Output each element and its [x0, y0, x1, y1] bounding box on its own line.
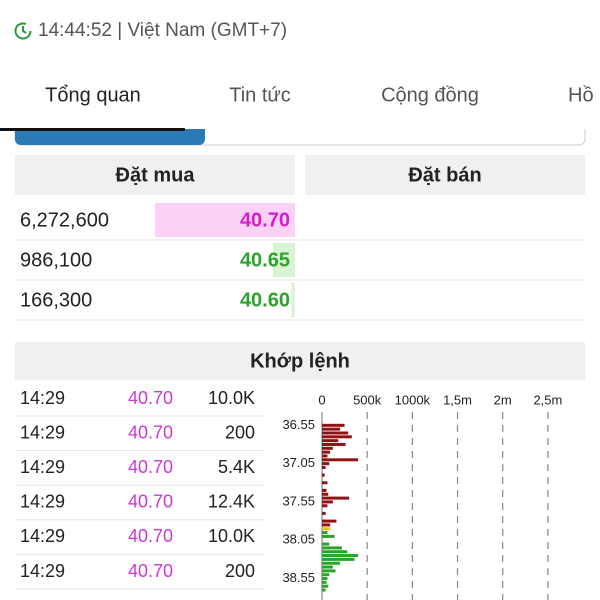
volume-profile-bar — [322, 527, 331, 531]
volume-profile-bar — [322, 427, 341, 431]
x-tick-label: 500k — [353, 392, 382, 407]
buy-header-bg — [15, 155, 295, 195]
volume-profile-bar — [322, 446, 333, 450]
trade-volume: 10.0K — [208, 526, 255, 546]
trade-price: 40.70 — [128, 492, 173, 512]
trades-header-bg — [15, 342, 585, 380]
trade-time: 14:29 — [20, 526, 65, 546]
trade-time: 14:29 — [20, 457, 65, 477]
sell-header-bg — [305, 155, 585, 195]
tab[interactable]: Tin tức — [229, 84, 291, 106]
volume: 986,100 — [20, 249, 92, 271]
trade-price: 40.70 — [128, 388, 173, 408]
tab[interactable]: Cộng đồng — [381, 84, 479, 106]
volume-profile-bar — [322, 561, 341, 565]
y-tick-label: 37.05 — [282, 455, 315, 470]
volume-profile-bar — [322, 488, 327, 492]
volume-profile-bar — [322, 557, 355, 561]
volume-profile-bar — [322, 450, 331, 454]
volume-bar — [291, 283, 295, 317]
volume-profile-bar — [322, 565, 333, 569]
trade-volume: 200 — [225, 422, 255, 442]
buy-header: Đặt mua — [116, 164, 196, 186]
volume-profile-bar — [322, 465, 326, 469]
volume-profile-bar — [322, 462, 330, 466]
trade-volume: 5.4K — [218, 457, 255, 477]
volume-profile-bar — [322, 473, 325, 477]
volume-profile-bar — [322, 519, 337, 523]
y-tick-label: 38.05 — [282, 532, 315, 547]
price: 40.60 — [240, 289, 290, 311]
volume-profile-bar — [322, 504, 328, 508]
volume-bar — [155, 203, 295, 237]
price: 40.65 — [240, 249, 290, 271]
trade-price: 40.70 — [128, 457, 173, 477]
volume-profile-bar — [322, 588, 326, 592]
trade-price: 40.70 — [128, 526, 173, 546]
y-tick-label: 37.55 — [282, 493, 315, 508]
trade-volume: 10.0K — [208, 388, 255, 408]
volume: 6,272,600 — [20, 209, 109, 231]
volume-profile-bar — [322, 584, 329, 588]
trade-time: 14:29 — [20, 561, 65, 581]
volume-profile-bar — [322, 439, 339, 443]
volume-profile-bar — [322, 492, 329, 496]
volume-profile-bar — [322, 481, 328, 485]
status-text: 14:44:52 | Việt Nam (GMT+7) — [38, 20, 287, 41]
tab-underline — [0, 128, 185, 131]
volume-profile-bar — [322, 435, 352, 439]
x-tick-label: 2m — [494, 392, 512, 407]
trade-time: 14:29 — [20, 492, 65, 512]
tab[interactable]: Tổng quan — [45, 84, 141, 106]
volume-profile-bar — [322, 500, 333, 504]
volume-profile-bar — [322, 580, 327, 584]
sell-header: Đặt bán — [408, 164, 481, 186]
volume-profile-bar — [322, 531, 328, 535]
volume-profile-bar — [322, 496, 350, 500]
clock-icon — [14, 22, 32, 40]
volume-profile-bar — [322, 458, 359, 462]
volume-profile-bar — [322, 546, 342, 550]
y-tick-label: 36.55 — [282, 417, 315, 432]
volume-profile-bar — [322, 442, 346, 446]
trade-price: 40.70 — [128, 422, 173, 442]
volume-profile-bar — [322, 573, 330, 577]
x-tick-label: 1000k — [395, 392, 431, 407]
volume-profile-bar — [322, 534, 335, 538]
volume-profile-bar — [322, 511, 326, 515]
trade-volume: 200 — [225, 561, 255, 581]
x-tick-label: 2,5m — [533, 392, 562, 407]
volume-profile-bar — [322, 454, 328, 458]
trade-price: 40.70 — [128, 561, 173, 581]
trade-time: 14:29 — [20, 422, 65, 442]
x-tick-label: 1,5m — [443, 392, 472, 407]
trade-volume: 12.4K — [208, 492, 255, 512]
tab[interactable]: Hồ — [568, 84, 594, 106]
volume: 166,300 — [20, 289, 92, 311]
trades-title: Khớp lệnh — [250, 350, 350, 372]
volume-profile-bar — [322, 550, 348, 554]
volume-profile-bar — [322, 431, 349, 435]
y-tick-label: 38.55 — [282, 570, 315, 585]
trade-time: 14:29 — [20, 388, 65, 408]
volume-profile-bar — [322, 569, 336, 573]
volume-profile-bar — [322, 542, 330, 546]
volume-bar — [272, 243, 295, 277]
x-tick-label: 0 — [318, 392, 325, 407]
price: 40.70 — [240, 209, 290, 231]
volume-profile-bar — [322, 523, 331, 527]
volume-profile-bar — [322, 554, 359, 558]
volume-profile-bar — [322, 423, 345, 427]
header-bg — [0, 0, 600, 129]
volume-profile-bar — [322, 577, 328, 581]
